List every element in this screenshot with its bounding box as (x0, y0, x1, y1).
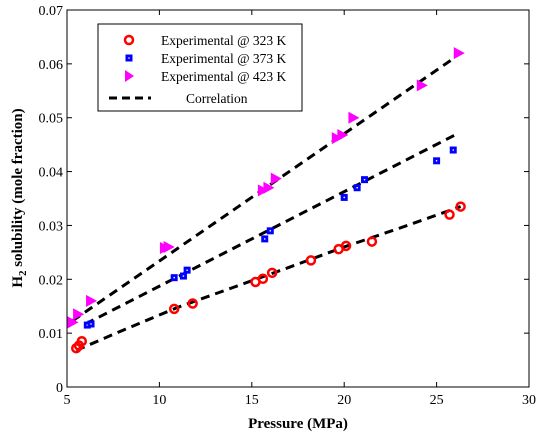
y-tick-label: 0.02 (39, 273, 64, 288)
point-323k (340, 240, 352, 252)
point-423k (86, 294, 98, 307)
legend-marker-423k (125, 70, 134, 82)
legend-label-373k: Experimental @ 373 K (161, 51, 287, 66)
legend-marker-323k (123, 34, 135, 46)
point-423k (257, 184, 269, 197)
point-423k (73, 308, 85, 321)
point-373k-center (186, 269, 188, 271)
point-423k (270, 172, 282, 185)
y-tick-label: 0 (56, 381, 63, 396)
y-axis-title-main: H (10, 276, 26, 288)
point-373k-center (182, 275, 185, 277)
x-tick-label: 15 (245, 393, 259, 408)
point-423k (163, 240, 175, 253)
point-373k-center (173, 276, 175, 279)
x-tick-label: 30 (522, 393, 536, 408)
y-tick-label: 0.04 (39, 166, 64, 181)
legend-label-423k: Experimental @ 423 K (161, 69, 287, 84)
point-373k-center (269, 230, 272, 232)
point-323k (168, 303, 180, 315)
point-423k (453, 47, 465, 60)
point-423k (67, 316, 79, 329)
point-373k-center (452, 149, 455, 151)
x-tick-label: 5 (64, 393, 71, 408)
legend-label-323k: Experimental @ 323 K (161, 33, 287, 48)
point-323k (305, 255, 317, 266)
x-axis-title: Pressure (MPa) (248, 416, 348, 432)
y-axis-title: H2 solubility (mole fraction) (10, 108, 29, 287)
x-tick-label: 10 (152, 393, 166, 408)
point-423k (263, 181, 275, 194)
point-323k (455, 201, 466, 212)
y-tick-label: 0.03 (39, 219, 64, 234)
legend: Experimental @ 323 K Experimental @ 373 … (97, 23, 303, 112)
correlation-line-0 (75, 205, 462, 352)
x-tick-label: 20 (337, 393, 351, 408)
y-axis-title-rest: solubility (mole fraction) (10, 108, 26, 270)
y-tick-label: 0.05 (39, 112, 64, 127)
correlation-line-1 (84, 133, 456, 326)
y-tick-label: 0.07 (39, 4, 64, 19)
point-323k (257, 273, 269, 284)
point-323k (266, 267, 278, 279)
y-axis-title-subscript: 2 (17, 270, 29, 276)
point-323k (187, 298, 198, 309)
axis-ticks (66, 9, 530, 388)
point-423k (416, 79, 428, 92)
point-323k (366, 236, 378, 247)
point-423k (337, 128, 349, 141)
tick-labels: 5 10 15 20 25 30 0 0.01 0.02 0.03 0.04 0.05 0.06 0.07 (39, 4, 537, 408)
point-323k (76, 335, 88, 347)
y-tick-label: 0.01 (39, 327, 64, 342)
point-373k-center (356, 186, 358, 189)
point-373k-center (263, 238, 266, 240)
y-tick-label: 0.06 (39, 58, 64, 73)
legend-label-correlation: Correlation (186, 91, 248, 106)
point-323k (444, 209, 455, 220)
point-373k-center (343, 196, 346, 199)
legend-marker-373k-dot (128, 57, 130, 59)
x-tick-label: 25 (430, 393, 444, 408)
data-markers (67, 47, 466, 354)
point-373k-center (363, 178, 366, 181)
point-423k (348, 111, 360, 124)
point-373k-center (90, 323, 92, 325)
point-423k (331, 132, 343, 145)
point-373k-center (435, 160, 438, 162)
